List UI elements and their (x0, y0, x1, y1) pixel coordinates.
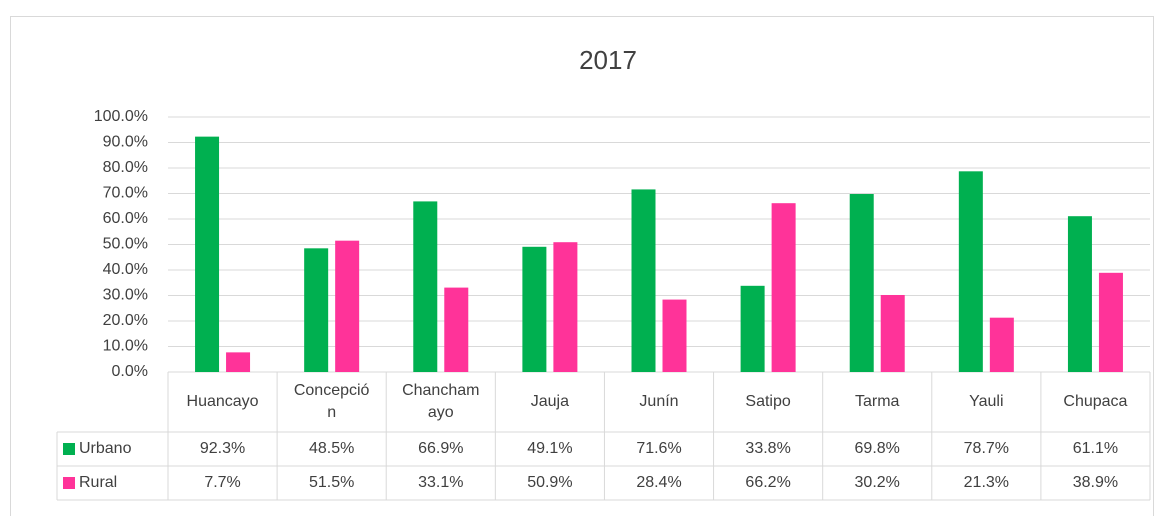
table-value: 49.1% (527, 440, 572, 457)
table-value: 66.2% (745, 474, 790, 491)
bar (740, 285, 765, 372)
table-value: 21.3% (964, 474, 1009, 491)
y-tick-label: 40.0% (103, 261, 148, 278)
table-value: 92.3% (200, 440, 245, 457)
legend-key (63, 443, 75, 455)
x-tick-label: Yauli (932, 372, 1041, 432)
x-tick-label: Huancayo (168, 372, 277, 432)
bar (958, 171, 983, 372)
bar (1067, 216, 1092, 372)
category-text: Concepción (293, 382, 370, 421)
bar (771, 203, 796, 372)
bar (226, 352, 251, 372)
legend-key (63, 477, 75, 489)
x-tick-label: Junín (604, 372, 713, 432)
category-text: Chupaca (1063, 393, 1128, 410)
category-text: Yauli (969, 393, 1004, 410)
x-tick-label: Chupaca (1041, 372, 1150, 432)
category-text: Chanchamayo (402, 382, 480, 421)
x-tick-label: Concepción (277, 372, 386, 432)
table-value: 61.1% (1073, 440, 1118, 457)
bar (195, 136, 220, 372)
bar (335, 240, 360, 372)
y-tick-label: 100.0% (94, 108, 148, 125)
table-value: 78.7% (964, 440, 1009, 457)
bar (444, 287, 469, 372)
bar (413, 201, 438, 372)
table-value: 71.6% (636, 440, 681, 457)
bar (989, 317, 1014, 372)
y-tick-label: 10.0% (103, 338, 148, 355)
y-tick-label: 90.0% (103, 134, 148, 151)
x-tick-label: Chanchamayo (386, 372, 495, 432)
legend-label: Urbano (79, 440, 132, 457)
table-value: 51.5% (309, 474, 354, 491)
category-text: Jauja (530, 393, 569, 410)
table-value: 48.5% (309, 440, 354, 457)
bar (631, 189, 656, 372)
bar (304, 248, 329, 372)
y-tick-label: 80.0% (103, 159, 148, 176)
category-text: Junín (639, 393, 679, 410)
chart-title: 2017 (579, 45, 637, 75)
legend-label: Rural (79, 474, 117, 491)
table-value: 33.1% (418, 474, 463, 491)
table-value: 66.9% (418, 440, 463, 457)
bar (553, 242, 578, 372)
table-value: 7.7% (204, 474, 240, 491)
table-value: 38.9% (1073, 474, 1118, 491)
table-value: 50.9% (527, 474, 572, 491)
bar (662, 299, 687, 372)
table-value: 28.4% (636, 474, 681, 491)
category-text: Huancayo (186, 393, 259, 410)
bar (849, 194, 874, 372)
bar (1098, 272, 1123, 372)
bar (522, 246, 547, 372)
y-tick-label: 30.0% (103, 287, 148, 304)
x-tick-label: Tarma (823, 372, 932, 432)
x-tick-label: Satipo (714, 372, 823, 432)
table-value: 69.8% (855, 440, 900, 457)
table-value: 33.8% (745, 440, 790, 457)
category-text: Satipo (745, 393, 791, 410)
table-value: 30.2% (855, 474, 900, 491)
y-tick-label: 50.0% (103, 236, 148, 253)
y-tick-label: 70.0% (103, 185, 148, 202)
bar (880, 294, 905, 372)
y-tick-label: 60.0% (103, 210, 148, 227)
y-tick-label: 0.0% (112, 363, 148, 380)
y-tick-label: 20.0% (103, 312, 148, 329)
category-text: Tarma (854, 393, 900, 410)
x-tick-label: Jauja (495, 372, 604, 432)
